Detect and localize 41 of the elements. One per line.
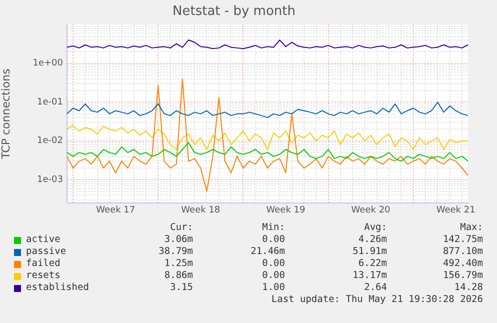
text: 1.00 (262, 282, 285, 294)
text: 3.06m (164, 234, 193, 246)
text: 8.86m (164, 270, 193, 282)
legend-label: resets (26, 270, 60, 282)
text: 51.91m (352, 246, 387, 258)
legend-label: failed (26, 258, 60, 270)
x-tick-label: Week 17 (96, 206, 136, 216)
text: 3.15 (170, 282, 193, 294)
text: 877.10m (442, 246, 483, 258)
legend-label: active (26, 234, 60, 246)
text: 2.64 (364, 282, 387, 294)
text: Last update: Thu May 21 19:30:28 2026 (271, 294, 483, 306)
chart-title: Netstat - by month (172, 4, 296, 20)
y-tick-label: 1e-03 (37, 175, 63, 186)
x-tick-label: Week 19 (266, 206, 306, 216)
text: 1.25m (164, 258, 193, 270)
text: Avg: (364, 222, 387, 234)
x-tick-label: Week 18 (181, 206, 220, 216)
text: Min: (262, 222, 285, 234)
y-tick-label: 1e-01 (37, 97, 63, 108)
text: 0.00 (262, 258, 285, 270)
text: 6.22m (358, 258, 387, 270)
text: 14.28 (454, 282, 483, 294)
y-tick-label: 1e+00 (32, 58, 64, 69)
text: 21.46m (250, 246, 285, 258)
text: 0.00 (262, 234, 285, 246)
text: Max: (460, 222, 483, 234)
x-tick-label: Week 21 (436, 206, 476, 216)
text: 156.79m (442, 270, 483, 282)
x-tick-label: Week 20 (351, 206, 391, 216)
text: Cur: (170, 222, 193, 234)
text: 142.75m (442, 234, 483, 246)
text: 4.26m (358, 234, 387, 246)
text: 38.79m (158, 246, 193, 258)
y-tick-label: 1e-02 (37, 136, 63, 146)
legend-label: passive (26, 246, 66, 258)
text: 492.40m (442, 258, 483, 270)
legend-label: established (26, 282, 89, 294)
text: 0.00 (262, 270, 285, 282)
text: 13.17m (352, 270, 387, 282)
y-axis-title: TCP connections (0, 68, 12, 160)
